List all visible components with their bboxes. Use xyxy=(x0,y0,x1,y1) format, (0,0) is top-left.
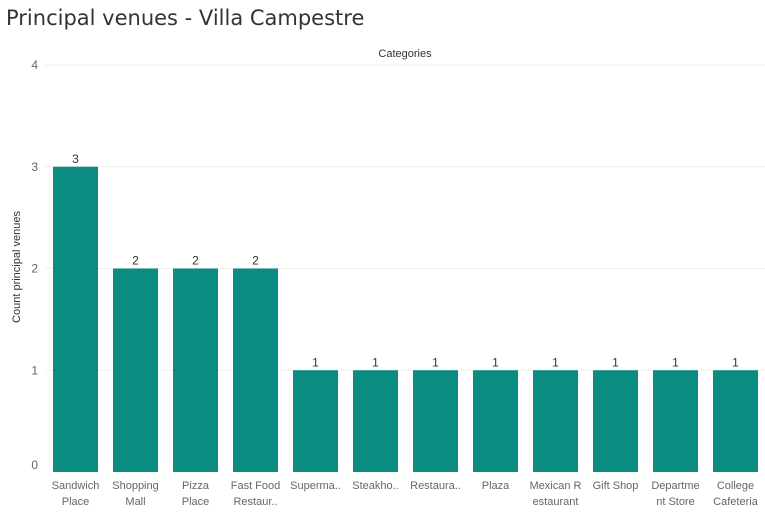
x-tick-label: Restaur.. xyxy=(233,496,277,508)
x-tick-label: Gift Shop xyxy=(593,480,639,492)
x-tick-label: Pizza xyxy=(182,480,210,492)
data-label: 1 xyxy=(612,355,619,369)
x-tick-label: Superma.. xyxy=(290,480,341,492)
bar xyxy=(353,370,398,472)
y-tick-label: 2 xyxy=(31,262,38,276)
bar xyxy=(593,370,638,472)
bar xyxy=(653,370,698,472)
x-tick-label: Departme xyxy=(651,480,699,492)
x-tick-label: Plaza xyxy=(482,480,510,492)
x-tick-label: Place xyxy=(182,496,210,508)
chart-title: Principal venues - Villa Campestre xyxy=(6,6,365,30)
y-tick-label: 3 xyxy=(31,160,38,174)
bar xyxy=(293,370,338,472)
bar xyxy=(173,268,218,472)
x-tick-label: Shopping xyxy=(112,480,159,492)
data-label: 1 xyxy=(432,355,439,369)
x-tick-label: Fast Food xyxy=(231,480,281,492)
x-tick-label: nt Store xyxy=(656,496,695,508)
y-tick-label: 1 xyxy=(31,363,38,377)
x-tick-label: Mexican R xyxy=(530,480,582,492)
data-label: 1 xyxy=(372,355,379,369)
data-label: 1 xyxy=(492,355,499,369)
data-label: 1 xyxy=(672,355,679,369)
y-tick-label: 4 xyxy=(31,58,38,72)
bar xyxy=(473,370,518,472)
data-label: 1 xyxy=(552,355,559,369)
bar xyxy=(53,166,98,472)
x-tick-label: Steakho.. xyxy=(352,480,398,492)
x-tick-label: College xyxy=(717,480,754,492)
y-tick-label: 0 xyxy=(31,458,38,472)
bar xyxy=(413,370,458,472)
bar xyxy=(713,370,758,472)
bar xyxy=(113,268,158,472)
x-tick-label: estaurant xyxy=(533,496,579,508)
x-tick-label: Mall xyxy=(125,496,145,508)
x-tick-label: Place xyxy=(62,496,90,508)
x-tick-label: Restaura.. xyxy=(410,480,461,492)
data-label: 1 xyxy=(732,355,739,369)
column-header: Categories xyxy=(378,48,432,60)
bar xyxy=(233,268,278,472)
data-label: 3 xyxy=(72,152,79,166)
x-tick-label: Cafeteria xyxy=(713,496,759,508)
bar xyxy=(533,370,578,472)
data-label: 2 xyxy=(132,254,139,268)
data-label: 1 xyxy=(312,355,319,369)
data-label: 2 xyxy=(252,254,259,268)
data-label: 2 xyxy=(192,254,199,268)
x-tick-label: Sandwich xyxy=(52,480,100,492)
